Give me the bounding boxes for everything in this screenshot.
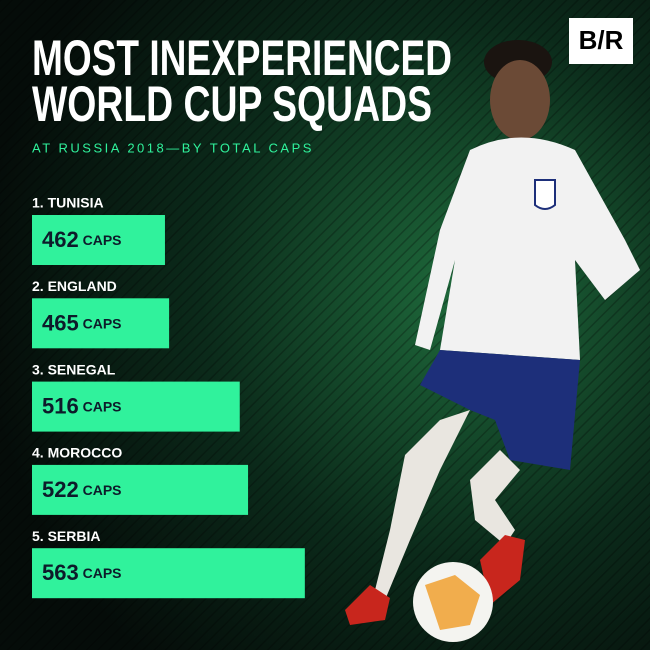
value-label: 563 CAPS bbox=[42, 560, 122, 585]
category-label: 4. MOROCCO bbox=[32, 445, 122, 461]
category-label: 3. SENEGAL bbox=[32, 361, 116, 377]
value-label: 462 CAPS bbox=[42, 227, 122, 252]
chart-title: WORLD CUP SQUADS bbox=[32, 76, 432, 132]
logo-box bbox=[569, 18, 633, 64]
chart-subtitle: AT RUSSIA 2018—BY TOTAL CAPS bbox=[32, 140, 314, 155]
bar bbox=[32, 215, 165, 265]
bar bbox=[32, 381, 240, 432]
value-label: 516 CAPS bbox=[42, 393, 122, 418]
bar bbox=[32, 548, 305, 599]
logo: B/R bbox=[579, 25, 624, 55]
category-label: 2. ENGLAND bbox=[32, 278, 117, 294]
bar bbox=[32, 298, 170, 349]
category-label: 5. SERBIA bbox=[32, 528, 100, 544]
chart-title: MOST INEXPERIENCED bbox=[32, 30, 452, 86]
value-label: 465 CAPS bbox=[42, 310, 122, 335]
value-label: 522 CAPS bbox=[42, 477, 122, 502]
category-label: 1. TUNISIA bbox=[32, 195, 104, 211]
bar bbox=[32, 464, 249, 515]
player-illustration bbox=[345, 40, 640, 642]
